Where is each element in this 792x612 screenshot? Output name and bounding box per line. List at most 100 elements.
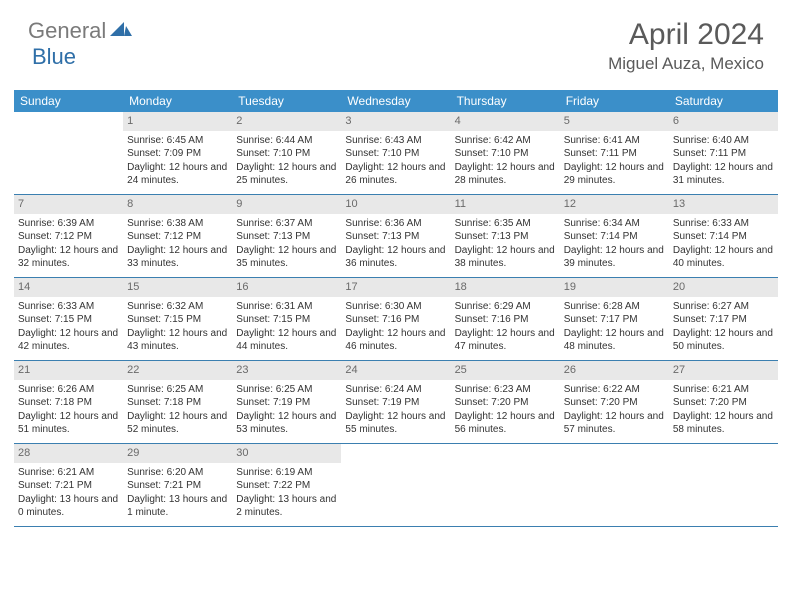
day-info-line: Sunset: 7:21 PM — [127, 479, 228, 493]
day-cell: 11Sunrise: 6:35 AMSunset: 7:13 PMDayligh… — [451, 195, 560, 277]
day-cell — [560, 444, 669, 526]
day-cell: 5Sunrise: 6:41 AMSunset: 7:11 PMDaylight… — [560, 112, 669, 194]
day-number: 9 — [232, 195, 341, 214]
day-number: 26 — [560, 361, 669, 380]
day-info-line: Sunset: 7:12 PM — [18, 230, 119, 244]
day-info-line: Sunrise: 6:32 AM — [127, 300, 228, 314]
day-info-line: Sunset: 7:18 PM — [127, 396, 228, 410]
day-info-line: Sunrise: 6:24 AM — [345, 383, 446, 397]
day-info-line: Sunset: 7:11 PM — [564, 147, 665, 161]
day-number: 21 — [14, 361, 123, 380]
weeks-container: 1Sunrise: 6:45 AMSunset: 7:09 PMDaylight… — [14, 112, 778, 527]
weekday-saturday: Saturday — [669, 90, 778, 112]
day-info-line: Sunrise: 6:34 AM — [564, 217, 665, 231]
day-info-line: Daylight: 12 hours and 33 minutes. — [127, 244, 228, 271]
location-label: Miguel Auza, Mexico — [608, 54, 764, 74]
day-cell: 7Sunrise: 6:39 AMSunset: 7:12 PMDaylight… — [14, 195, 123, 277]
day-cell: 24Sunrise: 6:24 AMSunset: 7:19 PMDayligh… — [341, 361, 450, 443]
day-number: 23 — [232, 361, 341, 380]
day-info-line: Sunrise: 6:29 AM — [455, 300, 556, 314]
day-info-line: Sunrise: 6:20 AM — [127, 466, 228, 480]
day-info-line: Sunset: 7:12 PM — [127, 230, 228, 244]
day-number: 8 — [123, 195, 232, 214]
day-info-line: Daylight: 12 hours and 39 minutes. — [564, 244, 665, 271]
day-number: 25 — [451, 361, 560, 380]
day-info-line: Sunset: 7:20 PM — [564, 396, 665, 410]
day-cell: 1Sunrise: 6:45 AMSunset: 7:09 PMDaylight… — [123, 112, 232, 194]
day-info-line: Sunset: 7:18 PM — [18, 396, 119, 410]
day-number: 11 — [451, 195, 560, 214]
day-number: 3 — [341, 112, 450, 131]
day-cell: 29Sunrise: 6:20 AMSunset: 7:21 PMDayligh… — [123, 444, 232, 526]
day-info-line: Daylight: 12 hours and 31 minutes. — [673, 161, 774, 188]
week-row: 28Sunrise: 6:21 AMSunset: 7:21 PMDayligh… — [14, 444, 778, 527]
day-info-line: Sunset: 7:15 PM — [18, 313, 119, 327]
day-info-line: Sunset: 7:10 PM — [236, 147, 337, 161]
day-info-line: Sunrise: 6:22 AM — [564, 383, 665, 397]
header: General April 2024 Miguel Auza, Mexico — [0, 0, 792, 82]
day-info-line: Sunset: 7:13 PM — [236, 230, 337, 244]
weekday-monday: Monday — [123, 90, 232, 112]
day-number: 4 — [451, 112, 560, 131]
day-number: 29 — [123, 444, 232, 463]
weekday-tuesday: Tuesday — [232, 90, 341, 112]
day-info-line: Sunrise: 6:33 AM — [673, 217, 774, 231]
day-cell: 21 Sunrise: 6:26 AMSunset: 7:18 PMDayligh… — [14, 361, 123, 443]
day-number: 19 — [560, 278, 669, 297]
week-row: 14Sunrise: 6:33 AMSunset: 7:15 PMDayligh… — [14, 278, 778, 361]
day-info-line: Sunrise: 6:26 AM — [18, 383, 119, 397]
day-cell: 9Sunrise: 6:37 AMSunset: 7:13 PMDaylight… — [232, 195, 341, 277]
day-info-line: Daylight: 13 hours and 0 minutes. — [18, 493, 119, 520]
day-number: 6 — [669, 112, 778, 131]
day-info-line: Sunrise: 6:27 AM — [673, 300, 774, 314]
day-info-line: Daylight: 12 hours and 48 minutes. — [564, 327, 665, 354]
day-cell: 3Sunrise: 6:43 AMSunset: 7:10 PMDaylight… — [341, 112, 450, 194]
day-info-line: Sunrise: 6:41 AM — [564, 134, 665, 148]
day-number: 13 — [669, 195, 778, 214]
day-info-line: Sunrise: 6:28 AM — [564, 300, 665, 314]
day-info-line: Daylight: 12 hours and 47 minutes. — [455, 327, 556, 354]
day-cell: 26Sunrise: 6:22 AMSunset: 7:20 PMDayligh… — [560, 361, 669, 443]
day-cell: 30Sunrise: 6:19 AMSunset: 7:22 PMDayligh… — [232, 444, 341, 526]
day-info-line: Sunset: 7:15 PM — [127, 313, 228, 327]
day-info-line: Sunrise: 6:38 AM — [127, 217, 228, 231]
weekday-header-row: SundayMondayTuesdayWednesdayThursdayFrid… — [14, 90, 778, 112]
day-cell: 16Sunrise: 6:31 AMSunset: 7:15 PMDayligh… — [232, 278, 341, 360]
day-info-line: Sunrise: 6:35 AM — [455, 217, 556, 231]
day-info-line: Sunset: 7:21 PM — [18, 479, 119, 493]
day-info-line: Sunrise: 6:21 AM — [673, 383, 774, 397]
day-info-line: Sunrise: 6:19 AM — [236, 466, 337, 480]
day-info-line: Daylight: 12 hours and 44 minutes. — [236, 327, 337, 354]
day-number: 2 — [232, 112, 341, 131]
logo-text-gray: General — [28, 18, 106, 44]
day-info-line: Sunset: 7:14 PM — [673, 230, 774, 244]
day-number: 1 — [123, 112, 232, 131]
day-info-line: Sunset: 7:19 PM — [345, 396, 446, 410]
day-info-line: Sunrise: 6:23 AM — [455, 383, 556, 397]
day-info-line: Daylight: 12 hours and 24 minutes. — [127, 161, 228, 188]
weekday-wednesday: Wednesday — [341, 90, 450, 112]
day-info-line: Sunrise: 6:45 AM — [127, 134, 228, 148]
day-info-line: Sunset: 7:19 PM — [236, 396, 337, 410]
weekday-friday: Friday — [560, 90, 669, 112]
day-number: 15 — [123, 278, 232, 297]
weekday-sunday: Sunday — [14, 90, 123, 112]
day-info-line: Sunrise: 6:39 AM — [18, 217, 119, 231]
day-info-line: Daylight: 12 hours and 40 minutes. — [673, 244, 774, 271]
day-cell: 22Sunrise: 6:25 AMSunset: 7:18 PMDayligh… — [123, 361, 232, 443]
day-cell: 20Sunrise: 6:27 AMSunset: 7:17 PMDayligh… — [669, 278, 778, 360]
day-info-line: Sunset: 7:20 PM — [673, 396, 774, 410]
day-info-line: Daylight: 12 hours and 25 minutes. — [236, 161, 337, 188]
day-info-line: Sunset: 7:15 PM — [236, 313, 337, 327]
day-info-line: Daylight: 12 hours and 42 minutes. — [18, 327, 119, 354]
day-info-line: Sunrise: 6:36 AM — [345, 217, 446, 231]
day-number: 10 — [341, 195, 450, 214]
logo-triangle-icon — [110, 20, 132, 43]
day-info-line: Daylight: 12 hours and 51 minutes. — [18, 410, 119, 437]
day-info-line: Daylight: 12 hours and 32 minutes. — [18, 244, 119, 271]
day-info-line: Sunset: 7:11 PM — [673, 147, 774, 161]
day-info-line: Sunrise: 6:37 AM — [236, 217, 337, 231]
day-info-line: Sunset: 7:14 PM — [564, 230, 665, 244]
day-info-line: Sunset: 7:20 PM — [455, 396, 556, 410]
day-info-line: Sunrise: 6:31 AM — [236, 300, 337, 314]
